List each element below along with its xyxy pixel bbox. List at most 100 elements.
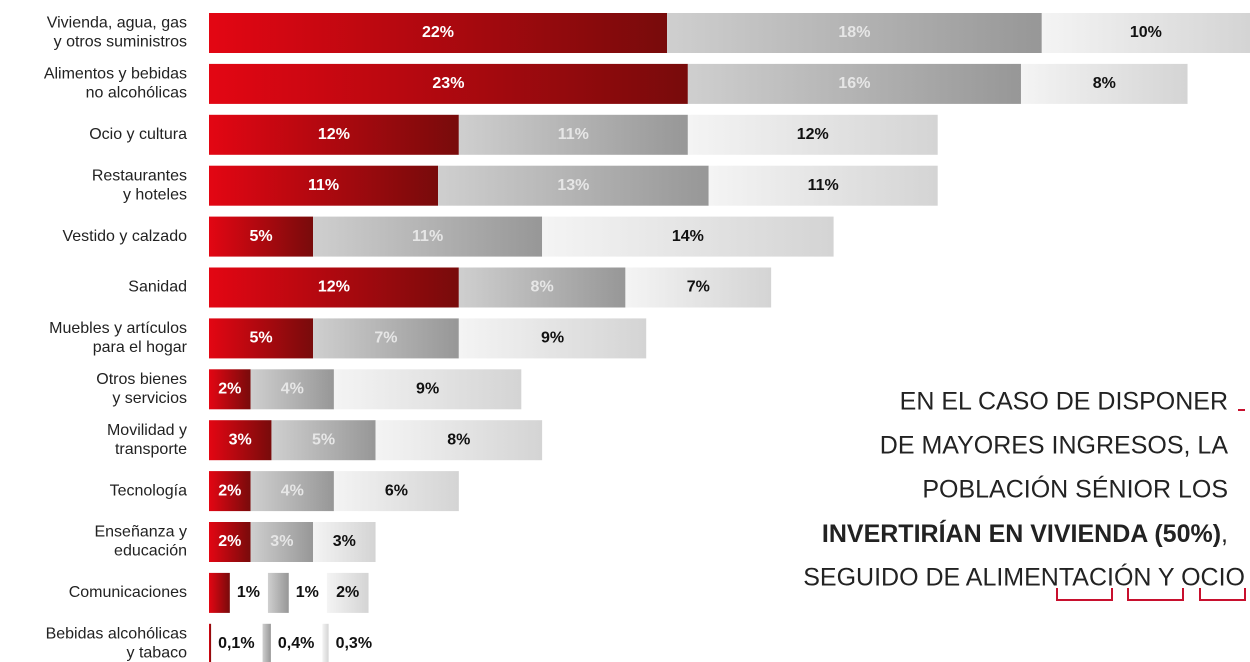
value-label: 1% [237, 584, 260, 601]
category-label: Vivienda, agua, gas [47, 15, 187, 32]
value-label: 9% [541, 330, 564, 347]
value-label: 0,3% [336, 635, 372, 652]
annotation: DE MAYORES INGRESOS, LA [880, 432, 1229, 460]
bar-segment [250, 522, 314, 562]
category-label: Otros bienes [96, 371, 187, 388]
category-label: Comunicaciones [69, 584, 187, 601]
category-label: Movilidad y [107, 422, 187, 439]
value-label: 5% [249, 330, 272, 347]
value-label: 1% [296, 584, 319, 601]
category-label: Alimentos y bebidas [44, 66, 187, 83]
bar-segment [333, 369, 522, 410]
value-label: 2% [218, 482, 241, 499]
bar-segment [267, 572, 289, 613]
value-label: 16% [838, 75, 870, 92]
annotation-bold: INVERTIRÍAN EN VIVIENDA (50%) [822, 519, 1221, 548]
value-label: 0,1% [218, 635, 254, 652]
category-label: y hoteles [123, 186, 187, 203]
category-label: Ocio y cultura [89, 126, 187, 143]
bar-segment [209, 471, 251, 512]
category-label: Enseñanza y [94, 524, 187, 541]
value-label: 9% [416, 381, 439, 398]
bar-segment [209, 572, 230, 613]
value-label: 4% [281, 381, 304, 398]
category-label: y otros suministros [54, 34, 187, 51]
bar-segment [667, 13, 1042, 53]
value-label: 10% [1130, 24, 1162, 41]
category-label: y tabaco [127, 645, 188, 662]
value-label: 7% [374, 330, 397, 347]
decoration [1056, 409, 1246, 601]
bar-segment [209, 623, 212, 662]
bar-segment [458, 267, 626, 308]
value-label: 12% [318, 126, 350, 143]
bar-segment [625, 267, 772, 308]
value-label: 14% [672, 228, 704, 245]
bar-segment [209, 216, 314, 257]
category-label: no alcohólicas [86, 85, 187, 102]
category-label: educación [114, 543, 187, 560]
value-label: 11% [308, 177, 339, 194]
value-label: 2% [218, 533, 241, 550]
category-label: transporte [115, 441, 187, 458]
bar-segment [1020, 63, 1188, 104]
value-label: 11% [412, 228, 443, 245]
bar-segment [209, 13, 668, 53]
value-label: 18% [838, 24, 870, 41]
bar-segment [542, 216, 834, 257]
annotation: INVERTIRÍAN EN VIVIENDA (50%), [822, 519, 1228, 548]
category-label: Sanidad [128, 279, 187, 296]
bar-segment [209, 267, 459, 308]
value-label: 23% [432, 75, 464, 92]
value-label: 8% [531, 279, 554, 296]
bar-segment [313, 318, 459, 359]
value-label: 8% [1093, 75, 1116, 92]
value-label: 2% [218, 381, 241, 398]
category-label: Vestido y calzado [62, 228, 187, 245]
bracket [1199, 588, 1246, 601]
value-label: 11% [808, 177, 839, 194]
category-label: Tecnología [110, 482, 187, 499]
bar-segment [209, 114, 459, 155]
bar-segment [458, 318, 647, 359]
bar-segment [209, 420, 272, 461]
bar-segment [438, 165, 709, 206]
bar-segment [209, 63, 688, 104]
bar-segment [375, 420, 543, 461]
category-label: Bebidas alcohólicas [46, 626, 187, 643]
annotation: SEGUIDO DE ALIMENTACIÓN Y OCIO [803, 563, 1245, 592]
bar-segment [209, 369, 251, 410]
value-label: 4% [281, 482, 304, 499]
value-label: 3% [270, 533, 293, 550]
bar-segment [687, 114, 938, 155]
bar-segment [313, 522, 376, 562]
category-label: Restaurantes [92, 167, 187, 184]
bar-segment [1041, 13, 1250, 53]
bar-segment [333, 471, 459, 512]
value-label: 3% [333, 533, 356, 550]
bar-segment [313, 216, 543, 257]
bar-segment [326, 572, 369, 613]
bar-segment [262, 623, 271, 662]
category-label: para el hogar [93, 339, 188, 356]
bar-segment [708, 165, 938, 206]
value-label: 3% [229, 431, 252, 448]
annotation-tail: , [1221, 520, 1228, 548]
value-label: 12% [797, 126, 829, 143]
bracket [1127, 588, 1184, 601]
annotation: POBLACIÓN SÉNIOR LOS [922, 475, 1228, 504]
category-label: y servicios [112, 390, 187, 407]
value-label: 8% [447, 431, 470, 448]
bar-segment [209, 522, 251, 562]
value-label: 7% [687, 279, 710, 296]
bar-segment [250, 369, 334, 410]
value-label: 11% [558, 126, 589, 143]
bar-segment [209, 165, 439, 206]
value-label: 0,4% [278, 635, 314, 652]
bar-segment [209, 318, 314, 359]
value-label: 6% [385, 482, 408, 499]
value-label: 2% [336, 584, 359, 601]
bar-segment [458, 114, 688, 155]
bar-segment [271, 420, 376, 461]
